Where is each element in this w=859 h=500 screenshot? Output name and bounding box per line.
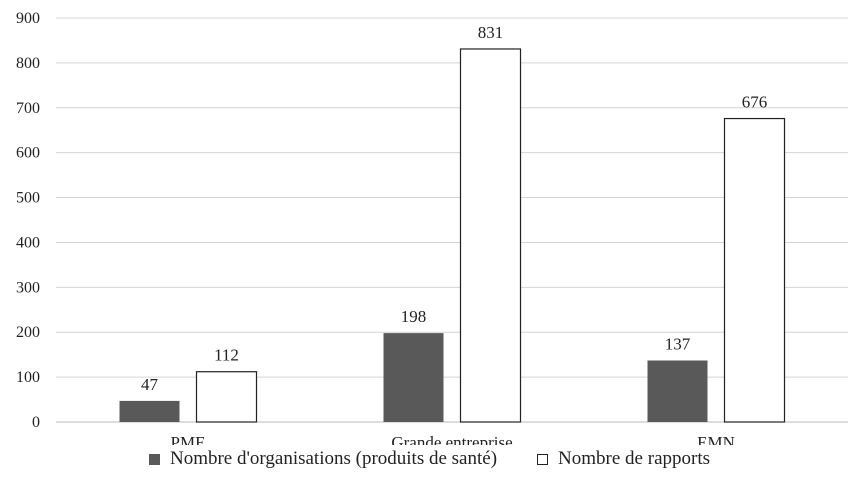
data-label: 831 [478,23,504,42]
x-axis-categories: PME Grande entreprise EMN [171,433,735,445]
legend-item-rapports: Nombre de rapports [537,448,710,470]
data-label: 676 [742,93,768,112]
y-tick-label: 700 [16,100,40,117]
bar-rapports [195,371,258,423]
bar-organisations [383,333,444,422]
y-tick-label: 0 [32,414,40,431]
bar-rapports [723,117,786,423]
y-tick-label: 200 [16,324,40,341]
y-tick-label: 600 [16,145,40,162]
y-tick-label: 300 [16,279,40,296]
legend-label-organisations: Nombre d'organisations (produits de sant… [169,448,498,469]
legend: Nombre d'organisations (produits de sant… [0,448,859,470]
bar-organisations [647,360,708,422]
data-label: 47 [141,375,159,394]
x-category-label: EMN [697,433,735,445]
bars [119,48,786,423]
y-tick-label: 400 [16,234,40,251]
bar-organisations [119,400,180,422]
x-category-label: Grande entreprise [391,433,512,445]
legend-label-rapports: Nombre de rapports [558,448,711,469]
gridlines [56,17,848,423]
legend-item-organisations: Nombre d'organisations (produits de sant… [148,448,498,470]
y-axis-ticks: 0 100 200 300 400 500 600 700 800 900 [16,10,40,431]
data-label: 137 [665,335,691,354]
y-tick-label: 800 [16,55,40,72]
legend-swatch-rapports [537,453,549,465]
data-labels: 47 112 198 831 137 676 [141,23,767,394]
data-label: 198 [401,307,427,326]
y-tick-label: 500 [16,190,40,207]
bar-rapports [459,48,522,423]
legend-swatch-organisations [148,453,160,465]
y-tick-label: 100 [16,369,40,386]
x-category-label: PME [171,433,206,445]
data-label: 112 [214,346,239,365]
y-tick-label: 900 [16,10,40,27]
bar-chart: 0 100 200 300 400 500 600 700 800 900 47 112 198 831… [16,10,848,445]
